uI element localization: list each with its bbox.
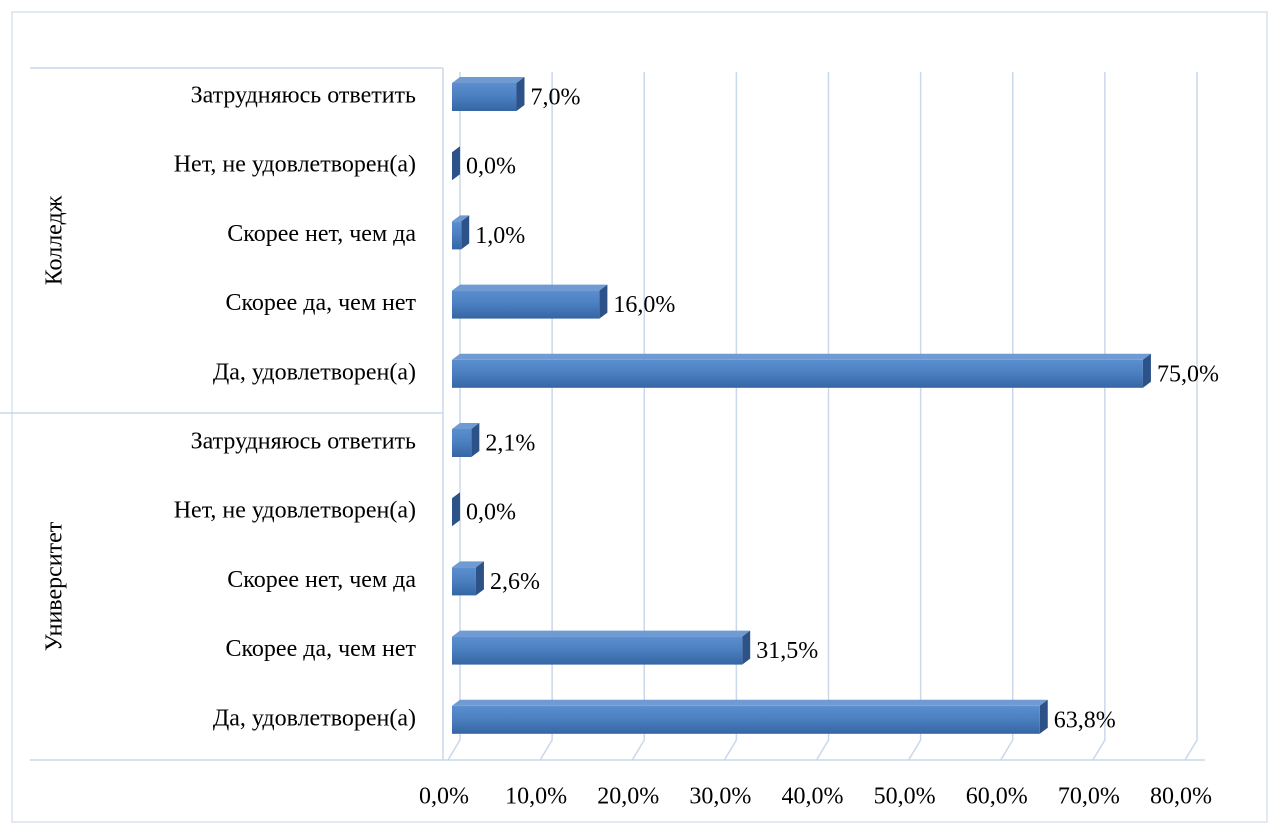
bar-side bbox=[471, 423, 480, 457]
group-label: Университет bbox=[42, 521, 68, 651]
x-tick-label: 40,0% bbox=[782, 784, 844, 810]
grid-line bbox=[1184, 72, 1198, 761]
x-tick-label: 20,0% bbox=[597, 784, 659, 810]
value-label: 0,0% bbox=[466, 500, 516, 526]
value-label: 7,0% bbox=[530, 85, 580, 111]
grid-line bbox=[631, 72, 645, 761]
bar-top bbox=[452, 284, 608, 291]
x-tick-label: 0,0% bbox=[419, 784, 469, 810]
bar bbox=[452, 423, 480, 457]
bar-top bbox=[452, 561, 484, 568]
bar-front bbox=[452, 705, 1040, 734]
bar-front bbox=[452, 636, 743, 665]
bar-front bbox=[452, 429, 472, 457]
bar bbox=[452, 353, 1151, 388]
x-tick-label: 30,0% bbox=[689, 784, 751, 810]
bar bbox=[452, 492, 460, 527]
category-axis-frame bbox=[0, 67, 1205, 761]
bar-front bbox=[452, 83, 517, 111]
x-tick-label: 60,0% bbox=[966, 784, 1028, 810]
value-label: 31,5% bbox=[756, 638, 818, 664]
bar-top bbox=[452, 423, 480, 429]
bar-side bbox=[1039, 699, 1048, 734]
y-tick-label: Затрудняюсь ответить bbox=[191, 429, 416, 455]
x-tick-label: 70,0% bbox=[1058, 784, 1120, 810]
bar-top bbox=[452, 215, 470, 222]
bar-side bbox=[452, 146, 460, 181]
bar-side bbox=[516, 77, 525, 111]
grid-line bbox=[723, 72, 738, 761]
value-label: 63,8% bbox=[1054, 707, 1116, 733]
x-tick-label: 80,0% bbox=[1150, 784, 1212, 810]
value-label: 16,0% bbox=[613, 292, 675, 318]
x-tick-label: 50,0% bbox=[874, 784, 936, 810]
bar-front bbox=[452, 567, 476, 596]
bar-side bbox=[461, 215, 470, 250]
bar bbox=[452, 561, 484, 596]
bar-top bbox=[452, 77, 525, 83]
bar-front bbox=[452, 290, 600, 319]
y-tick-label: Да, удовлетворен(а) bbox=[213, 705, 416, 731]
bar-top bbox=[452, 353, 1151, 360]
x-tick-label: 10,0% bbox=[505, 784, 567, 810]
grid-line bbox=[815, 72, 830, 761]
group-label: Колледж bbox=[42, 195, 68, 285]
value-label: 75,0% bbox=[1157, 361, 1219, 387]
bar-front bbox=[452, 359, 1143, 388]
grid-line bbox=[1000, 72, 1014, 761]
bar-front bbox=[452, 221, 462, 250]
bar-side bbox=[475, 561, 484, 596]
bar-top bbox=[452, 699, 1048, 706]
bar bbox=[452, 215, 470, 250]
bar-side bbox=[1142, 353, 1151, 388]
grid-line bbox=[907, 72, 922, 761]
value-label: 1,0% bbox=[475, 223, 525, 249]
value-label: 2,1% bbox=[485, 431, 535, 457]
grid-line bbox=[1092, 72, 1106, 761]
y-tick-label: Затрудняюсь ответить bbox=[191, 83, 416, 109]
bar-side bbox=[742, 630, 751, 665]
bar bbox=[452, 284, 608, 319]
y-tick-label: Нет, не удовлетворен(а) bbox=[174, 498, 416, 524]
y-tick-label: Скорее нет, чем да bbox=[227, 221, 416, 247]
value-label: 0,0% bbox=[466, 154, 516, 180]
frame bbox=[11, 11, 1268, 823]
bar bbox=[452, 146, 460, 181]
bar bbox=[452, 699, 1048, 734]
bar bbox=[452, 630, 751, 665]
bar-side bbox=[599, 284, 608, 319]
y-tick-label: Скорее да, чем нет bbox=[225, 636, 416, 662]
bar bbox=[452, 77, 525, 111]
bar-side bbox=[452, 492, 460, 527]
value-label: 2,6% bbox=[490, 569, 540, 595]
y-tick-label: Скорее да, чем нет bbox=[225, 290, 416, 316]
y-tick-label: Скорее нет, чем да bbox=[227, 567, 416, 593]
y-tick-label: Нет, не удовлетворен(а) bbox=[174, 152, 416, 178]
y-tick-label: Да, удовлетворен(а) bbox=[213, 359, 416, 385]
bar-top bbox=[452, 630, 751, 637]
